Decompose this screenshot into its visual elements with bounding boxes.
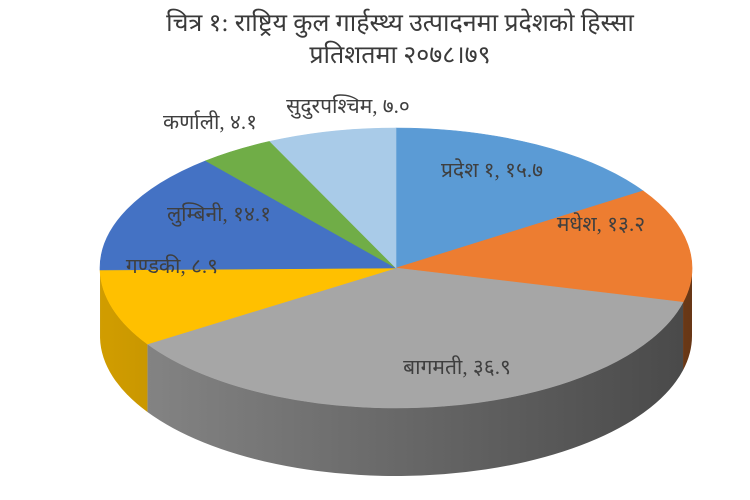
pie-slice-bagmati (146, 267, 684, 409)
chart-title: चित्र १: राष्ट्रिय कुल गार्हस्थ्य उत्पाद… (50, 8, 750, 72)
slice-label-bagmati: बागमती, ३६.९ (403, 355, 511, 379)
pie-slice-side-bagmati (147, 302, 684, 477)
chart-title-line2: प्रतिशतमा २०७८।७९ (309, 42, 491, 69)
slice-label-sudurpashchim: सुदुरपश्चिम, ७.० (286, 94, 410, 118)
pie-slice-gandaki (99, 267, 397, 345)
pie-top-surface (99, 127, 693, 409)
pie-slice-madhesh (395, 190, 693, 303)
pie-slice-sudurpashchim (269, 127, 397, 269)
pie-slice-side-madhesh (683, 268, 692, 371)
pie-slice-province-1 (395, 127, 644, 269)
pie-side-walls (100, 268, 692, 477)
slice-label-lumbini: लुम्बिनी, १४.१ (166, 202, 272, 226)
chart-title-line1: चित्र १: राष्ट्रिय कुल गार्हस्थ्य उत्पाद… (166, 10, 634, 37)
slice-label-madhesh: मधेश, १३.२ (556, 212, 646, 236)
slice-label-province-1: प्रदेश १, १५.७ (440, 158, 544, 182)
pie-slice-lumbini (99, 160, 398, 271)
slice-label-karnali: कर्णाली, ४.१ (162, 110, 258, 134)
slice-label-gandaki: गण्डकी, ८.९ (125, 254, 219, 278)
pie-slice-side-gandaki (100, 269, 148, 413)
